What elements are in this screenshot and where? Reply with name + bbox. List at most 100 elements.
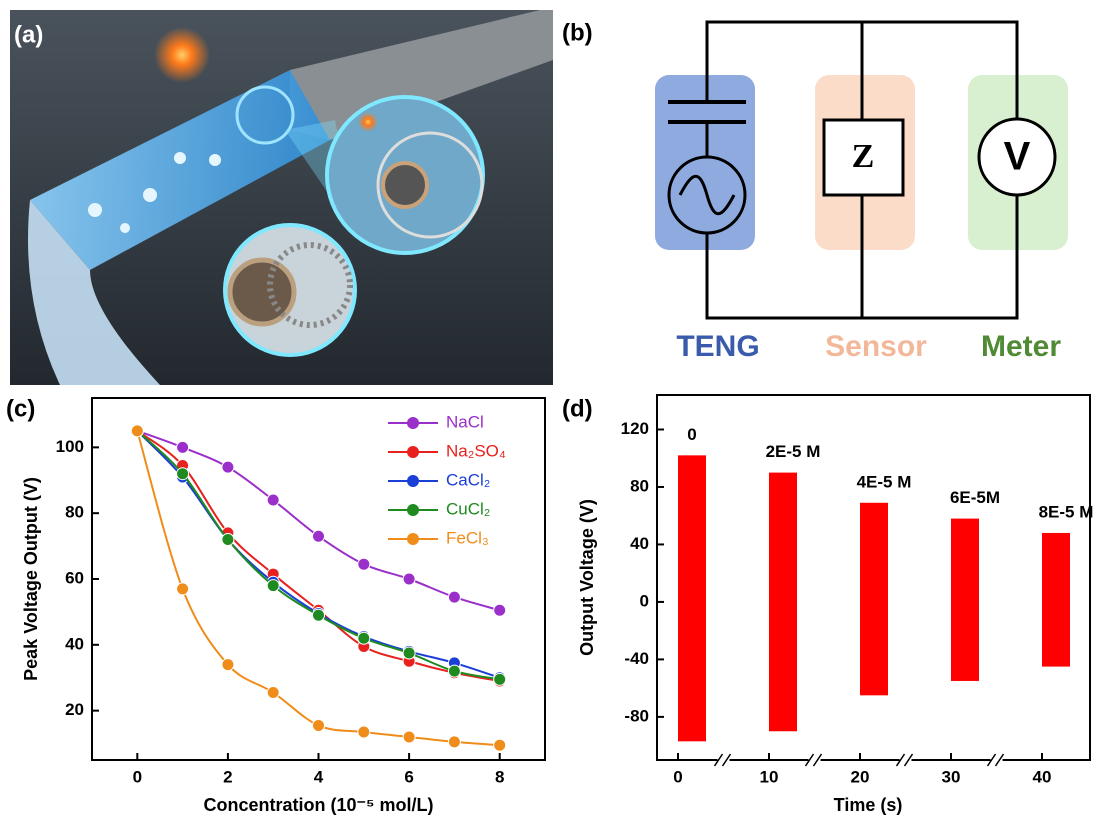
y-axis-label: Output Voltage (V) (577, 499, 597, 656)
series-line (136, 430, 500, 681)
illustration (10, 10, 553, 385)
symbol: V (1004, 135, 1031, 179)
wire (705, 20, 1019, 320)
point (266, 579, 280, 593)
point (447, 735, 461, 749)
point (266, 686, 280, 700)
sine (678, 174, 736, 216)
point (357, 725, 371, 739)
x-tick-label: 8 (495, 767, 504, 786)
y-tick-label: 0 (640, 591, 649, 610)
point (221, 533, 235, 547)
x-tick-label: 10 (760, 767, 779, 786)
point (266, 493, 280, 507)
burst-label: 8E-5 M (1039, 502, 1094, 521)
ac-source (667, 155, 747, 235)
x-tick-label: 4 (314, 767, 324, 786)
point (312, 608, 325, 622)
x-tick-label: 40 (1033, 767, 1052, 786)
legend-label: Na₂SO₄ (446, 441, 506, 460)
y-tick-label: -40 (624, 649, 649, 668)
circuit-label: TENG (676, 330, 759, 363)
burst-label: 4E-5 M (857, 472, 912, 491)
circuit: Z V TENG Sensor Meter (655, 20, 1068, 363)
burst-label: 2E-5 M (766, 442, 821, 461)
axis-break (713, 753, 732, 767)
axis-break (986, 753, 1005, 767)
x-tick-label: 20 (851, 767, 870, 786)
y-tick-label: 80 (630, 476, 649, 495)
y-tick-label: 80 (65, 503, 84, 522)
y-tick-label: 120 (621, 419, 649, 438)
wheel-hub (381, 161, 429, 209)
legend-label: CuCl₂ (446, 499, 490, 518)
y-tick-label: -80 (624, 706, 649, 725)
point (221, 460, 235, 474)
point (493, 738, 507, 752)
legend-marker (407, 533, 419, 545)
point (221, 658, 235, 672)
legend-marker (407, 417, 419, 429)
voltage-burst (860, 502, 888, 696)
panel-label: (c) (6, 395, 35, 422)
point (312, 529, 325, 543)
turbine (235, 85, 295, 145)
pipe (290, 10, 553, 140)
plot-frame (656, 394, 1091, 761)
axis-break-gap (808, 757, 821, 763)
x-tick-label: 6 (404, 767, 413, 786)
point (130, 424, 144, 438)
water-pipe (30, 70, 330, 270)
x-axis-label: Concentration (10⁻⁵ mol/L) (204, 795, 434, 815)
ion (174, 152, 186, 164)
circuit-label: Meter (981, 330, 1061, 363)
legend-marker (407, 475, 419, 487)
x-tick-label: 30 (942, 767, 961, 786)
impedance (822, 118, 905, 197)
x-axis-label: Time (s) (834, 795, 903, 815)
voltage-burst (678, 455, 706, 742)
light (154, 27, 210, 83)
circuit-label: Sensor (825, 330, 927, 363)
axis-break-gap (717, 757, 730, 763)
point (312, 718, 325, 732)
ion (209, 154, 221, 166)
y-tick-label: 100 (56, 437, 84, 456)
voltage-burst (769, 472, 797, 732)
ion (120, 223, 130, 233)
wheel (267, 242, 353, 328)
series-line (136, 430, 501, 679)
legend-label: CaCl₂ (446, 470, 490, 489)
ion (88, 203, 102, 217)
legend-marker (407, 446, 419, 458)
led (358, 112, 378, 132)
axis-break-gap (990, 757, 1003, 763)
water-jet (28, 200, 160, 385)
burst-label: 6E-5M (950, 488, 1000, 507)
y-axis-label: Peak Voltage Output (V) (21, 477, 41, 681)
point (357, 631, 371, 645)
axis-break-gap (899, 757, 912, 763)
point (493, 672, 507, 686)
x-tick-label: 0 (133, 767, 142, 786)
legend-label: FeCl₃ (446, 528, 489, 547)
axis-break (895, 753, 914, 767)
symbol: Z (852, 138, 875, 175)
x-tick-label: 2 (223, 767, 232, 786)
point (493, 603, 507, 617)
voltage-burst (1042, 532, 1070, 667)
y-tick-label: 40 (630, 534, 649, 553)
axis-break (804, 753, 823, 767)
point (176, 582, 190, 596)
point (447, 590, 461, 604)
legend-marker (407, 504, 419, 516)
panel-label: (b) (562, 19, 593, 46)
x-tick-label: 0 (673, 767, 682, 786)
burst-label: 0 (687, 425, 696, 444)
point (402, 572, 416, 586)
y-tick-label: 20 (65, 700, 84, 719)
y-tick-label: 60 (65, 568, 84, 587)
teng-box (655, 75, 755, 250)
